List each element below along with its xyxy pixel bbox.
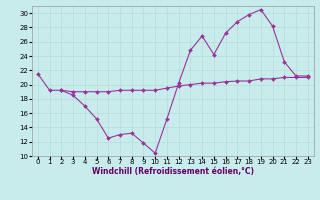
X-axis label: Windchill (Refroidissement éolien,°C): Windchill (Refroidissement éolien,°C) [92, 167, 254, 176]
